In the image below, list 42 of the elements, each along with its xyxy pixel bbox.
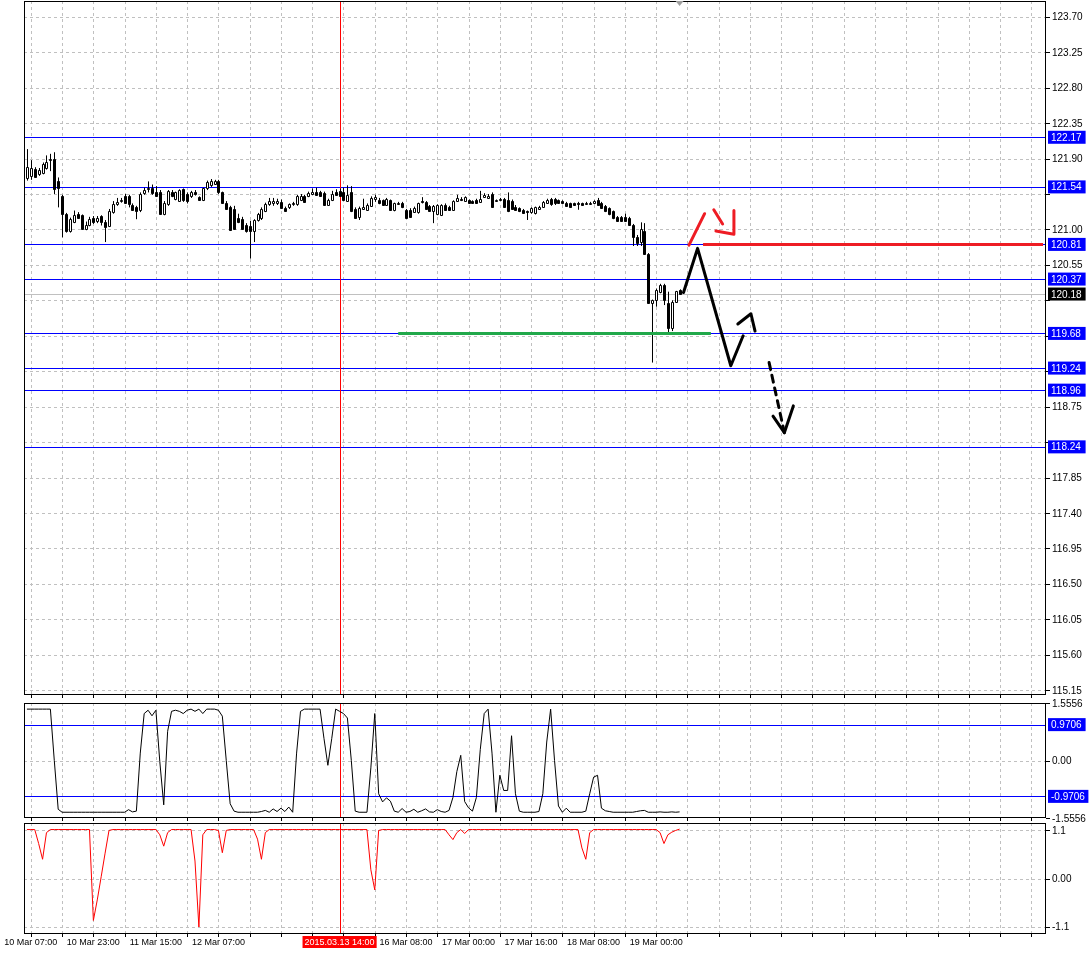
y-tick-label: 0.00 xyxy=(1052,755,1072,766)
y-tick-label: 121.90 xyxy=(1052,153,1084,165)
y-tick-label: -1.1 xyxy=(1052,921,1070,933)
ref-line-label: 119.24 xyxy=(1051,362,1082,374)
y-tick-label: 116.95 xyxy=(1052,542,1083,554)
ref-line-label: 121.54 xyxy=(1051,181,1083,193)
y-tick-label: 1.5556 xyxy=(1052,697,1084,709)
ref-line-label: 122.17 xyxy=(1051,131,1083,143)
x-tick-label: 11 Mar 15:00 xyxy=(129,937,183,947)
x-tick-label: 12 Mar 07:00 xyxy=(191,937,245,947)
y-tick-label: 115.15 xyxy=(1052,684,1083,696)
x-tick-label: 16 Mar 08:00 xyxy=(379,937,433,947)
ref-line-label: 0.9706 xyxy=(1051,719,1083,731)
x-tick-label: 17 Mar 00:00 xyxy=(442,937,496,947)
ref-line-label: 120.81 xyxy=(1051,238,1083,250)
y-tick-label: 123.25 xyxy=(1052,46,1084,58)
y-tick-label: 120.55 xyxy=(1052,259,1084,271)
x-tick-label: 10 Mar 07:00 xyxy=(4,937,58,947)
y-tick-label: 1.1 xyxy=(1052,824,1067,836)
ref-line-label: 118.96 xyxy=(1051,384,1082,396)
y-tick-label: 117.40 xyxy=(1052,507,1083,519)
y-tick-label: 115.60 xyxy=(1052,649,1083,661)
x-tick-label: 2015.03.13 14:00 xyxy=(304,937,375,947)
y-tick-label: 122.80 xyxy=(1052,82,1084,94)
y-tick-label: -1.5556 xyxy=(1052,812,1087,824)
x-tick-label: 18 Mar 08:00 xyxy=(567,937,621,947)
x-tick-label: 17 Mar 16:00 xyxy=(504,937,558,947)
y-tick-label: 0.00 xyxy=(1052,873,1072,884)
y-tick-label: 123.70 xyxy=(1052,11,1084,23)
y-tick-label: 118.75 xyxy=(1052,401,1083,413)
y-tick-label: 116.05 xyxy=(1052,613,1083,625)
y-tick-label: 122.35 xyxy=(1052,117,1084,129)
x-tick-label: 10 Mar 23:00 xyxy=(66,937,120,947)
x-tick-label: 19 Mar 00:00 xyxy=(629,937,683,947)
ref-line-label: 119.68 xyxy=(1051,327,1082,339)
ref-line-label: -0.9706 xyxy=(1051,790,1086,802)
ref-line-label: 120.37 xyxy=(1051,273,1083,285)
ref-line-label: 120.18 xyxy=(1051,288,1083,300)
y-tick-label: 117.85 xyxy=(1052,472,1083,484)
y-tick-label: 116.50 xyxy=(1052,578,1083,590)
y-tick-label: 121.00 xyxy=(1052,223,1084,235)
ref-line-label: 118.24 xyxy=(1051,441,1082,453)
